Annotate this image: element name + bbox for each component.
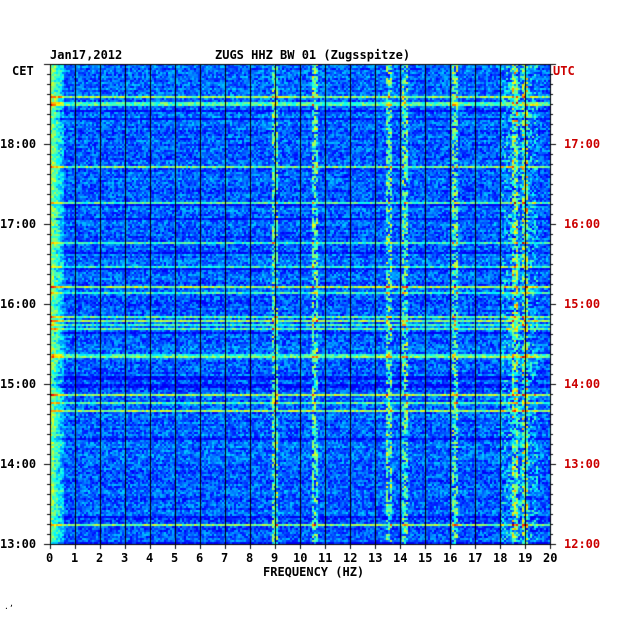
left-time-tick: 13:00 xyxy=(0,537,37,551)
frequency-tick: 14 xyxy=(393,551,408,565)
left-time-tick: 14:00 xyxy=(0,457,37,471)
frequency-tick: 7 xyxy=(221,551,229,565)
right-time-tick: 16:00 xyxy=(564,217,601,231)
right-time-tick: 12:00 xyxy=(564,537,601,551)
frequency-tick: 11 xyxy=(318,551,333,565)
date-label: Jan17,2012 xyxy=(50,48,123,62)
frequency-tick: 19 xyxy=(518,551,533,565)
frequency-tick: 13 xyxy=(368,551,383,565)
right-time-tick: 14:00 xyxy=(564,377,601,391)
frequency-tick: 3 xyxy=(121,551,129,565)
frequency-tick: 0 xyxy=(46,551,54,565)
frequency-tick: 12 xyxy=(343,551,358,565)
frequency-tick: 1 xyxy=(71,551,79,565)
frequency-tick: 4 xyxy=(146,551,154,565)
frequency-tick: 20 xyxy=(543,551,558,565)
right-time-tick: 15:00 xyxy=(564,297,601,311)
frequency-tick: 6 xyxy=(196,551,204,565)
footnote-mark: ·ʼ xyxy=(4,604,14,613)
frequency-tick: 10 xyxy=(293,551,308,565)
frequency-tick: 9 xyxy=(271,551,279,565)
frequency-tick: 15 xyxy=(418,551,433,565)
frequency-tick: 17 xyxy=(468,551,483,565)
frequency-tick: 18 xyxy=(493,551,508,565)
frequency-tick: 2 xyxy=(96,551,104,565)
left-time-tick: 16:00 xyxy=(0,297,37,311)
left-time-tick: 18:00 xyxy=(0,137,37,151)
right-time-tick: 13:00 xyxy=(564,457,601,471)
frequency-tick: 16 xyxy=(443,551,458,565)
right-time-tick: 17:00 xyxy=(564,137,601,151)
x-axis-label: FREQUENCY (HZ) xyxy=(263,565,365,579)
station-title: ZUGS HHZ BW 01 (Zugsspitze) xyxy=(215,48,411,62)
left-timezone-label: CET xyxy=(12,64,34,78)
right-timezone-label: UTC xyxy=(553,64,575,78)
frequency-tick: 8 xyxy=(246,551,254,565)
frequency-tick: 5 xyxy=(171,551,179,565)
left-time-tick: 15:00 xyxy=(0,377,37,391)
left-time-tick: 17:00 xyxy=(0,217,37,231)
